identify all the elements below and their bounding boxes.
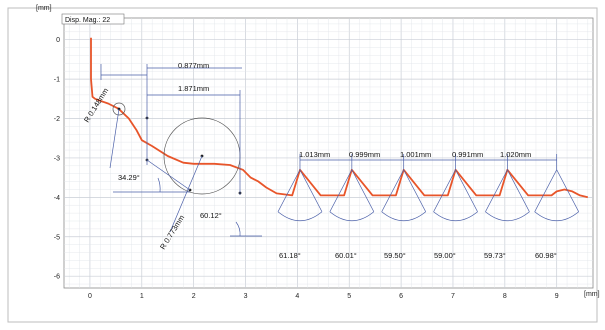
thread-angle-arc — [433, 211, 478, 222]
flank-line-left — [329, 169, 353, 212]
flank-line-left — [534, 169, 558, 212]
radius-leader-large — [169, 155, 203, 233]
x-tick-label: 2 — [192, 293, 196, 300]
profile-line — [90, 37, 589, 199]
radius-leader-small — [109, 108, 120, 169]
disp-mag-label: Disp. Mag.: 22 — [65, 17, 110, 24]
fit-circle-small — [112, 102, 126, 116]
y-tick-label: -4 — [54, 195, 60, 202]
y-tick-label: -1 — [54, 77, 60, 84]
y-tick-label: -6 — [54, 274, 60, 281]
y-unit-label: [mm] — [36, 5, 52, 12]
x-tick-label: 1 — [140, 293, 144, 300]
x-tick-label: 0 — [88, 293, 92, 300]
pitch-label-4: 0.991mm — [452, 150, 483, 159]
angle-label-60-12: 60.12° — [200, 211, 222, 220]
x-unit-label: [mm] — [584, 291, 600, 298]
x-tick-label: 5 — [347, 293, 351, 300]
grid — [64, 18, 593, 288]
pitch-label-1: 1.013mm — [299, 150, 330, 159]
length-label-1871: 1.871mm — [178, 84, 209, 93]
pitch-label-3: 1.001mm — [400, 150, 431, 159]
flank-line-right — [556, 169, 580, 212]
y-tick-label: -3 — [54, 155, 60, 162]
x-tick-label: 4 — [295, 293, 299, 300]
flank-line-right — [351, 169, 375, 212]
angle-arc-1 — [157, 177, 161, 193]
flank-line-right — [299, 169, 323, 212]
y-tick-label: -5 — [54, 234, 60, 241]
x-tick-label: 8 — [503, 293, 507, 300]
thread-angle-arc — [381, 211, 426, 222]
pitch-label-5: 1.020mm — [500, 150, 531, 159]
pitch-label-2: 0.999mm — [349, 150, 380, 159]
profile-series — [90, 37, 589, 199]
thread-angle-4: 59.00° — [434, 251, 456, 260]
flank-line-left — [277, 169, 301, 212]
thread-angle-1: 61.18° — [279, 251, 301, 260]
thread-angle-arc — [329, 211, 375, 222]
thread-angle-2: 60.01° — [335, 251, 357, 260]
y-tick-label: 0 — [56, 37, 60, 44]
thread-angle-6: 60.98° — [535, 251, 557, 260]
x-tick-label: 7 — [451, 293, 455, 300]
disp-mag-box — [61, 13, 125, 25]
flank-line-left — [433, 169, 456, 212]
measurement-annotations: R 0.148mm 34.29° 60.12° R 0.773mm 0.877m… — [82, 61, 580, 260]
thread-angle-arc — [534, 211, 579, 222]
angle-edge-1 — [146, 159, 191, 191]
angle-arc-2 — [235, 221, 241, 237]
flank-line-left — [485, 169, 508, 212]
flank-line-right — [403, 169, 427, 212]
x-tick-label: 9 — [555, 293, 559, 300]
flank-line-left — [381, 169, 405, 212]
thread-angle-3: 59.50° — [384, 251, 406, 260]
x-tick-label: 6 — [399, 293, 403, 300]
thread-angle-5: 59.73° — [484, 251, 506, 260]
flank-line-right — [455, 169, 478, 212]
angle-label-34: 34.29° — [118, 173, 140, 182]
thread-angle-arc — [277, 211, 323, 222]
plot-area: 0 1 2 3 4 5 6 7 8 9 0 -1 -2 -3 -4 -5 -6 R 0.148mm 34.29°… — [54, 17, 594, 300]
thread-angle-arc — [485, 211, 530, 222]
x-tick-label: 3 — [244, 293, 248, 300]
axis-ticks: 0 1 2 3 4 5 6 7 8 9 0 -1 -2 -3 -4 -5 -6 — [54, 37, 559, 300]
flank-line-right — [507, 169, 530, 212]
length-label-0877: 0.877mm — [178, 61, 209, 70]
y-tick-label: -2 — [54, 116, 60, 123]
